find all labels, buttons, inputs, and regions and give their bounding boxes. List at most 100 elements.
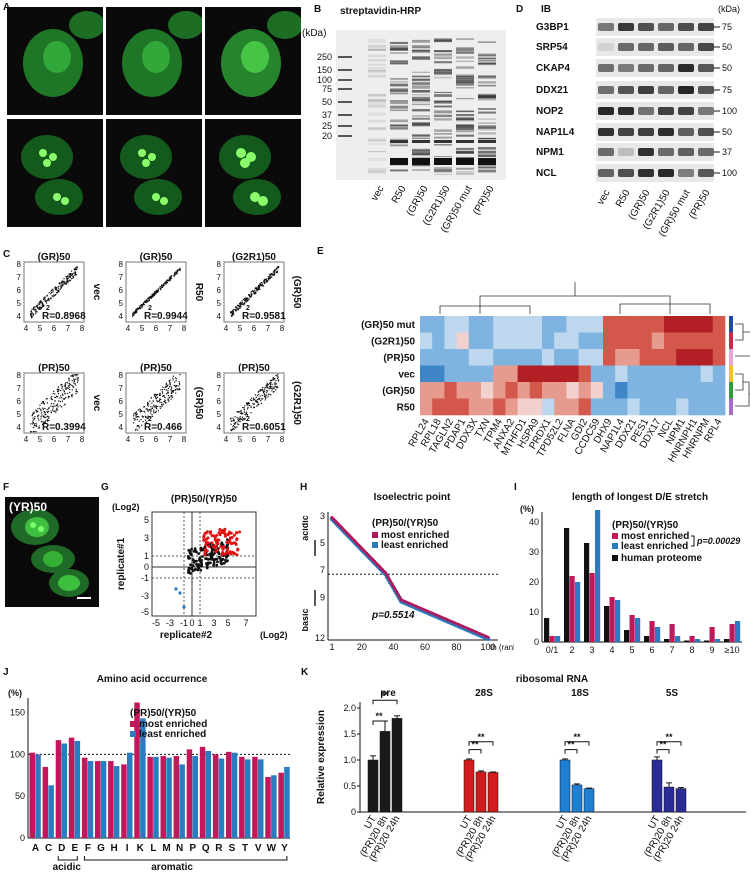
scatter-point xyxy=(273,386,275,388)
scatter-point xyxy=(68,273,70,275)
blot-band xyxy=(434,158,452,165)
blot-band xyxy=(390,89,408,93)
scatter-point xyxy=(35,409,37,411)
tick-label: 60 xyxy=(420,642,430,652)
scatter-point xyxy=(67,393,69,395)
heatmap-cell xyxy=(651,316,665,333)
scatter-point xyxy=(32,420,34,422)
scatter-point xyxy=(44,422,47,424)
scatter-point xyxy=(217,555,221,559)
scatter-point xyxy=(260,402,262,404)
heatmap-cell xyxy=(481,316,494,333)
blot-band xyxy=(412,134,430,137)
tick-label: 5 xyxy=(119,299,124,308)
micrograph-tile: R50 xyxy=(106,7,202,115)
heatmap-cell xyxy=(566,349,579,366)
bar-28S-1 xyxy=(475,771,487,813)
scatter-point xyxy=(65,387,67,389)
bar-least-enriched xyxy=(615,600,621,642)
heatmap-row-label: R50 xyxy=(397,403,416,414)
scatter-point xyxy=(268,277,270,279)
scatter-point xyxy=(165,384,167,386)
blot-band xyxy=(368,97,386,101)
scatter-point xyxy=(268,279,270,281)
nucleolus xyxy=(138,149,146,157)
scatter-title: (PR)50 xyxy=(38,363,70,374)
protein-label: CKAP4 xyxy=(536,63,570,74)
blot-band xyxy=(390,78,408,80)
scatter-point xyxy=(156,401,159,403)
scatter-point-enriched xyxy=(210,541,214,545)
scatter-point xyxy=(156,408,158,410)
category-label: R xyxy=(215,843,223,854)
scatter-point xyxy=(133,422,135,424)
scatter-point xyxy=(238,307,240,309)
scatter-point xyxy=(38,303,40,305)
scatter-point xyxy=(68,279,70,281)
tick-label: 5 xyxy=(238,324,243,333)
heatmap-cell xyxy=(627,382,640,399)
scatter-point xyxy=(137,409,139,411)
scatter-point xyxy=(31,308,33,310)
bar-most-enriched xyxy=(226,751,232,838)
blot-band xyxy=(368,100,386,103)
heatmap-cell xyxy=(615,349,628,366)
scatter-point xyxy=(43,304,45,307)
blot-band xyxy=(456,117,474,121)
scatter-point xyxy=(70,384,72,386)
heatmap-cell xyxy=(468,349,482,366)
heatmap-cell xyxy=(529,365,543,383)
scatter-point xyxy=(132,315,134,317)
scatter-point xyxy=(272,391,274,393)
scatter-point xyxy=(152,295,154,297)
scatter-point xyxy=(156,290,158,292)
scatter-point xyxy=(259,284,262,286)
tick-label: 6 xyxy=(17,286,22,295)
bar-most-enriched xyxy=(199,746,206,838)
bar-most-enriched xyxy=(239,756,245,838)
category-label: I xyxy=(126,843,129,854)
scatter-point xyxy=(272,274,274,277)
scatter-point xyxy=(162,389,164,391)
scatter-point xyxy=(247,299,249,301)
bar-18S-2 xyxy=(583,788,595,813)
ladder-band xyxy=(338,114,352,116)
scatter-point xyxy=(33,431,35,433)
tick-label: 5 xyxy=(38,435,43,444)
blot-band xyxy=(434,91,452,94)
r2-value: R=0.3994 xyxy=(42,422,86,433)
scatter-point xyxy=(159,289,161,291)
scatter-point xyxy=(37,417,39,419)
scatter-point xyxy=(35,311,37,313)
panel-h-letter: H xyxy=(300,482,308,493)
acidic-label: acidic xyxy=(53,862,82,873)
heatmap-cell xyxy=(456,398,470,416)
scatter-point xyxy=(36,305,38,307)
scatter-point xyxy=(243,417,245,419)
scatter-point xyxy=(171,391,173,393)
significance-bracket xyxy=(656,749,670,754)
heatmap-cell xyxy=(603,316,616,333)
tick-label: 8 xyxy=(217,260,222,269)
blot-band xyxy=(598,169,614,177)
scatter-point xyxy=(151,407,154,409)
scatter-point xyxy=(160,286,162,288)
blot-band xyxy=(368,94,386,97)
blot-strip xyxy=(596,18,714,36)
bar-human-proteome xyxy=(704,640,710,642)
blot-band xyxy=(368,71,386,74)
category-label: L xyxy=(150,843,156,854)
scatter-point xyxy=(32,423,34,425)
blot-band xyxy=(412,169,430,171)
scatter-point xyxy=(57,403,59,405)
scatter-point xyxy=(178,388,180,390)
tick-label: 7 xyxy=(17,273,22,282)
category-label: 8 xyxy=(689,645,694,655)
blot-band xyxy=(478,158,496,165)
blot-band xyxy=(368,70,386,72)
panel-a-letter: A xyxy=(3,2,10,13)
scatter-point xyxy=(189,572,192,575)
scatter-point xyxy=(135,310,137,312)
scatter-point xyxy=(237,418,239,420)
protein-label: NCL xyxy=(536,168,557,179)
